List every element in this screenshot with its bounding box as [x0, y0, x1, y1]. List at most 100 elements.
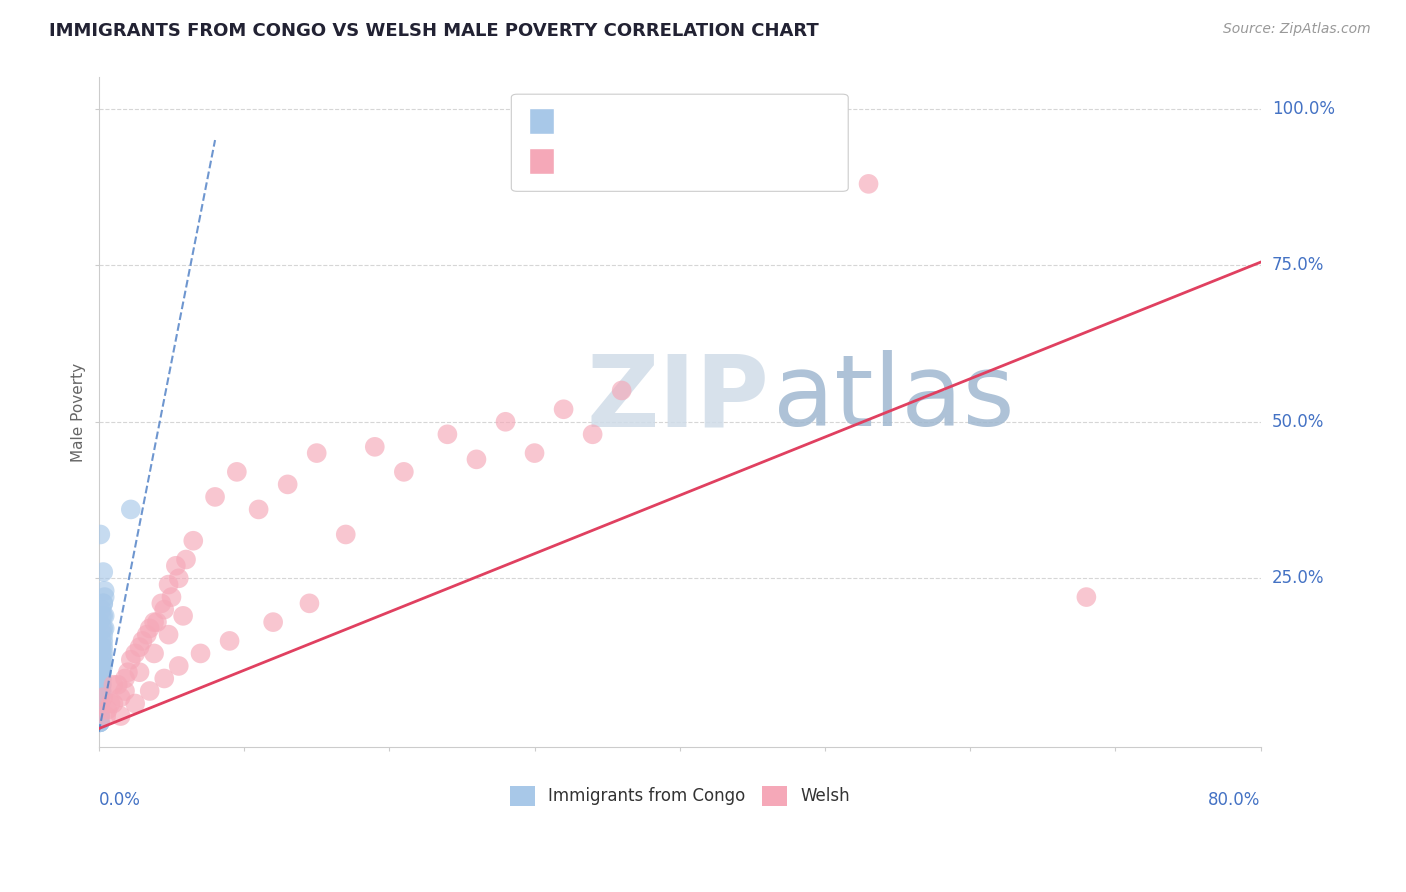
Point: [93, 590, 115, 604]
Point: [553, 402, 575, 417]
Point: [89, 684, 111, 698]
Point: [100, 697, 122, 711]
Point: [172, 608, 194, 623]
Point: [124, 697, 146, 711]
Point: [90, 640, 112, 655]
Point: [167, 571, 190, 585]
Point: [120, 502, 142, 516]
Point: [146, 615, 169, 629]
Point: [131, 634, 153, 648]
Point: [157, 577, 180, 591]
Text: 50.0%: 50.0%: [1272, 413, 1324, 431]
Point: [117, 665, 139, 680]
Text: N = 75: N = 75: [706, 112, 773, 130]
Point: [89, 678, 111, 692]
Text: Source: ZipAtlas.com: Source: ZipAtlas.com: [1223, 22, 1371, 37]
Point: [90, 672, 112, 686]
Point: [90, 659, 112, 673]
Point: [93, 583, 115, 598]
Point: [91, 659, 114, 673]
Point: [465, 452, 488, 467]
Point: [1076, 590, 1098, 604]
Text: 0.0%: 0.0%: [98, 791, 141, 809]
Point: [277, 477, 299, 491]
Point: [97, 703, 120, 717]
Point: [89, 672, 111, 686]
Point: [89, 715, 111, 730]
Point: [89, 703, 111, 717]
Point: [89, 672, 111, 686]
Point: [89, 672, 111, 686]
Point: [218, 634, 240, 648]
Point: [128, 640, 150, 655]
Text: 100.0%: 100.0%: [1272, 100, 1334, 118]
Point: [90, 659, 112, 673]
Point: [392, 465, 415, 479]
Point: [89, 640, 111, 655]
Y-axis label: Male Poverty: Male Poverty: [72, 363, 86, 462]
Point: [91, 647, 114, 661]
Point: [153, 602, 176, 616]
Point: [91, 653, 114, 667]
Point: [89, 684, 111, 698]
Point: [89, 703, 111, 717]
Point: [138, 684, 160, 698]
Point: [128, 665, 150, 680]
Point: [93, 608, 115, 623]
Point: [89, 709, 111, 723]
Point: [335, 527, 357, 541]
Point: [90, 672, 112, 686]
Point: [138, 621, 160, 635]
Point: [89, 703, 111, 717]
Point: [157, 627, 180, 641]
Text: R = 0.487: R = 0.487: [565, 112, 657, 130]
Point: [523, 446, 546, 460]
Point: [150, 596, 173, 610]
Point: [89, 709, 111, 723]
Point: [89, 697, 111, 711]
Point: [91, 565, 114, 579]
Point: [89, 615, 111, 629]
Point: [181, 533, 204, 548]
Point: [89, 697, 111, 711]
Point: [89, 684, 111, 698]
Point: [167, 659, 190, 673]
Point: [90, 653, 112, 667]
Point: [143, 615, 166, 629]
FancyBboxPatch shape: [529, 148, 554, 174]
Point: [90, 684, 112, 698]
Point: [89, 697, 111, 711]
Point: [89, 709, 111, 723]
Text: IMMIGRANTS FROM CONGO VS WELSH MALE POVERTY CORRELATION CHART: IMMIGRANTS FROM CONGO VS WELSH MALE POVE…: [49, 22, 818, 40]
Point: [90, 647, 112, 661]
Text: 25.0%: 25.0%: [1272, 569, 1324, 587]
Point: [89, 709, 111, 723]
Text: ZIP: ZIP: [586, 351, 769, 448]
Point: [89, 715, 111, 730]
Point: [262, 615, 284, 629]
Point: [165, 558, 187, 573]
Point: [91, 608, 114, 623]
Point: [91, 621, 114, 635]
Point: [93, 621, 115, 635]
Point: [107, 678, 129, 692]
Point: [190, 647, 212, 661]
Point: [364, 440, 387, 454]
Text: 80.0%: 80.0%: [1208, 791, 1261, 809]
Text: atlas: atlas: [773, 351, 1014, 448]
Point: [495, 415, 517, 429]
Point: [225, 465, 247, 479]
Point: [91, 596, 114, 610]
Point: [90, 602, 112, 616]
Point: [103, 678, 125, 692]
Point: [298, 596, 321, 610]
Point: [90, 678, 112, 692]
Point: [247, 502, 270, 516]
Text: R = 0.626: R = 0.626: [565, 153, 657, 170]
Point: [89, 684, 111, 698]
Point: [89, 659, 111, 673]
Point: [110, 690, 132, 705]
Point: [858, 177, 880, 191]
FancyBboxPatch shape: [529, 108, 554, 134]
Point: [89, 690, 111, 705]
